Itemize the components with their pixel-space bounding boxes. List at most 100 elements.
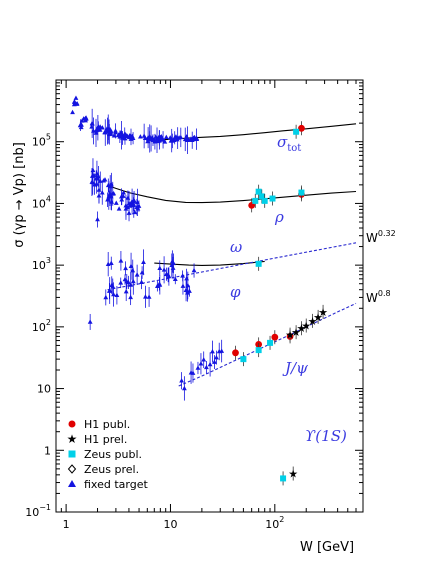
- y-tick-label-base: 10: [37, 383, 51, 396]
- zeus-publ--point: [252, 197, 259, 204]
- fixed-target-point: [162, 139, 168, 144]
- fixed-target-point: [157, 281, 162, 286]
- y-tick-label-sup: −1: [39, 503, 51, 512]
- fixed-target-point: [83, 116, 89, 121]
- fixed-target-point: [130, 278, 136, 284]
- fixed-target-point: [204, 364, 209, 370]
- x-tick-label: 10: [163, 518, 177, 531]
- fixed-target-point: [123, 206, 129, 211]
- fixed-target-point: [166, 273, 172, 279]
- fixed-target-point: [184, 134, 189, 139]
- phi-label: φ: [230, 283, 241, 301]
- fixed-target-point: [102, 129, 108, 135]
- hera-data: ★★★★★★★★: [232, 121, 328, 486]
- fixed-target-point: [114, 292, 120, 298]
- fixed-target-point: [128, 282, 134, 287]
- fixed-target-point: [128, 202, 134, 208]
- legend-marker-fixed-target: [68, 480, 76, 487]
- y-tick-label: 104: [32, 194, 51, 210]
- y-tick-label: 10: [37, 383, 51, 396]
- fixed-target-point: [119, 197, 125, 202]
- fixed-target-point: [130, 267, 136, 273]
- fixed-target-point: [167, 135, 173, 140]
- w032-label-sup: 0.32: [378, 229, 396, 238]
- plot-border: [55, 79, 364, 513]
- y-tick-label: 102: [32, 318, 51, 334]
- w08-label: W0.8: [366, 289, 391, 305]
- fixed-target-point: [156, 134, 162, 140]
- zeus-publ--point: [258, 193, 265, 200]
- fixed-target-point: [70, 109, 75, 115]
- fixed-target-point: [195, 365, 201, 370]
- fixed-target-point: [99, 190, 105, 195]
- fixed-target-point: [174, 137, 180, 142]
- fixed-target-point: [163, 134, 169, 140]
- fixed-target-point: [92, 182, 97, 187]
- fixed-target-point: [143, 294, 148, 299]
- fixed-target-point: [190, 370, 196, 375]
- fixed-target-point: [201, 357, 207, 362]
- curve--: [107, 184, 357, 204]
- fixed-target-point: [73, 95, 79, 100]
- curve-w-0-32: [107, 242, 357, 291]
- fixed-target-point: [185, 282, 191, 288]
- legend-label-fixed-target: fixed target: [84, 478, 148, 491]
- w032-label: W0.32: [366, 229, 396, 245]
- zeus-publ--point: [255, 347, 262, 354]
- y-tick-label-sup: 3: [46, 256, 51, 265]
- fixed-target-point: [123, 265, 128, 271]
- y-tick-label-base: 10: [32, 197, 46, 210]
- fixed-target-point: [101, 178, 106, 183]
- zeus-publ--point: [261, 197, 268, 204]
- fixed-target-point: [72, 98, 77, 104]
- fixed-target-point: [134, 272, 140, 277]
- y-tick-label-sup: 2: [46, 318, 51, 327]
- w08-label-base: W: [366, 291, 378, 305]
- fixed-target-point: [94, 171, 100, 176]
- fixed-target-point: [93, 130, 99, 135]
- legend-marker-zeus-prel-: [67, 464, 77, 474]
- y-axis-title: σ (γp → Vp) [nb]: [12, 142, 27, 248]
- x-tick-label-sup: 2: [279, 515, 284, 524]
- plot-frame: [55, 79, 364, 513]
- y-tick-label-base: 10: [25, 506, 39, 519]
- fixed-target-point: [99, 125, 105, 130]
- fixed-target-point: [105, 182, 111, 188]
- fixed-target-point: [126, 210, 132, 215]
- legend-marker-h1-prel-: ★: [67, 432, 78, 446]
- fixed-target-point: [126, 279, 131, 285]
- legend-marker-h1-publ-: [68, 420, 76, 428]
- fixed-target-point: [95, 125, 101, 130]
- fixed-target-point: [170, 265, 176, 270]
- y-tick-label: 105: [32, 133, 51, 149]
- h1-prel--point: ★: [288, 468, 298, 481]
- fixed-target-point: [189, 136, 195, 142]
- fixed-target-point: [219, 348, 225, 353]
- zeus-publ--point: [255, 260, 262, 267]
- fixed-target-point: [103, 294, 109, 300]
- fixed-target-point: [74, 101, 80, 106]
- fixed-target-point: [214, 355, 219, 360]
- y-tick-label-base: 10: [32, 321, 46, 334]
- fixed-target-point: [107, 191, 113, 196]
- x-axis-title: W [GeV]: [300, 540, 354, 555]
- fixed-target-data: [70, 95, 225, 401]
- rho-label: ρ: [274, 208, 284, 226]
- y-tick-label-sup: 4: [46, 194, 51, 203]
- fixed-target-point: [91, 172, 97, 178]
- fixed-target-point: [180, 283, 186, 288]
- y-tick-label: 103: [32, 256, 51, 272]
- x-tick-label: 102: [265, 515, 284, 531]
- fixed-target-point: [89, 120, 95, 126]
- fixed-target-point: [87, 319, 93, 324]
- fixed-target-point: [122, 276, 128, 282]
- fixed-target-point: [146, 294, 152, 299]
- w08-label-sup: 0.8: [378, 289, 391, 298]
- fixed-target-point: [131, 197, 137, 203]
- fixed-target-point: [105, 126, 111, 131]
- legend-label-h1-publ-: H1 publ.: [84, 418, 130, 431]
- x-tick-label: 1: [63, 518, 70, 531]
- x-tick-label-base: 10: [163, 518, 177, 531]
- fixed-target-point: [179, 378, 185, 383]
